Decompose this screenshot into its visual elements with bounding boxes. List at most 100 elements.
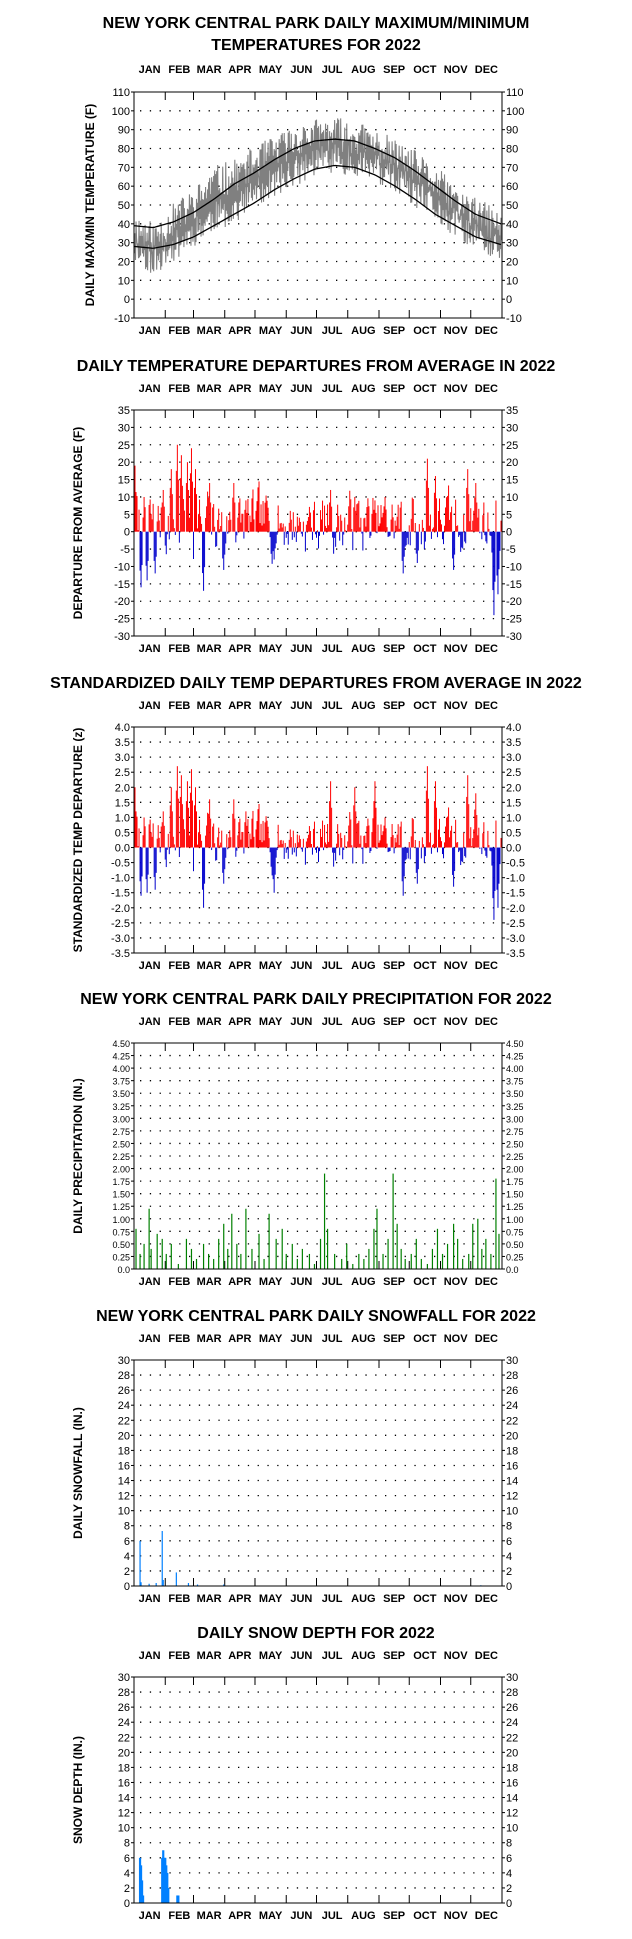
- y-tick-label-right: 22: [506, 1732, 518, 1744]
- month-label-top: MAR: [197, 383, 222, 395]
- y-tick-label-right: 18: [506, 1762, 518, 1774]
- y-tick-label-left: -5: [120, 544, 130, 556]
- y-tick-label-right: 1.50: [506, 1190, 524, 1200]
- y-tick-label-right: 1.0: [506, 812, 521, 824]
- month-label-bottom: MAY: [259, 1276, 283, 1288]
- y-tick-label-left: 30: [118, 422, 130, 434]
- month-label-top: OCT: [413, 1650, 437, 1662]
- month-label-top: MAR: [197, 1650, 222, 1662]
- y-tick-label-right: 20: [506, 1747, 518, 1759]
- y-tick-label-right: 25: [506, 440, 518, 452]
- month-label-top: APR: [228, 1650, 251, 1662]
- y-tick-label-right: 12: [506, 1808, 518, 1820]
- y-tick-label-left: 1.75: [112, 1177, 130, 1187]
- month-label-bottom: DEC: [475, 1276, 498, 1288]
- y-tick-label-right: 20: [506, 257, 518, 269]
- month-label-top: AUG: [351, 700, 375, 712]
- y-tick-label-right: 10: [506, 1506, 518, 1518]
- y-tick-label-left: 16: [118, 1460, 130, 1472]
- month-label-bottom: FEB: [168, 325, 190, 337]
- y-tick-label-left: 3.50: [112, 1089, 130, 1099]
- y-axis-label: DAILY SNOWFALL (IN.): [71, 1407, 85, 1539]
- month-label-top: NOV: [444, 1333, 469, 1345]
- y-tick-label-right: 4: [506, 1868, 512, 1880]
- month-label-top: DEC: [475, 383, 498, 395]
- y-tick-label-left: 4.50: [112, 1039, 130, 1049]
- y-tick-label-right: 6: [506, 1536, 512, 1548]
- month-label-bottom: APR: [228, 643, 251, 655]
- month-label-bottom: MAY: [259, 643, 283, 655]
- y-tick-label-right: 60: [506, 181, 518, 193]
- month-label-bottom: MAR: [197, 325, 222, 337]
- y-tick-label-right: 16: [506, 1460, 518, 1472]
- y-tick-label-right: 0: [506, 294, 512, 306]
- chart-dep: DAILY TEMPERATURE DEPARTURES FROM AVERAG…: [71, 358, 555, 655]
- month-label-bottom: AUG: [351, 325, 375, 337]
- month-label-bottom: AUG: [351, 1593, 375, 1605]
- y-tick-label-left: -2.0: [111, 903, 130, 915]
- y-tick-label-left: 80: [118, 144, 130, 156]
- month-label-bottom: MAY: [259, 1910, 283, 1922]
- month-label-bottom: MAY: [259, 325, 283, 337]
- chart-title: STANDARDIZED DAILY TEMP DEPARTURES FROM …: [50, 675, 582, 692]
- chart-title: NEW YORK CENTRAL PARK DAILY MAXIMUM/MINI…: [103, 15, 530, 32]
- month-label-top: NOV: [444, 64, 469, 76]
- y-tick-label-right: 70: [506, 162, 518, 174]
- y-tick-label-right: 26: [506, 1702, 518, 1714]
- y-tick-label-right: 18: [506, 1445, 518, 1457]
- y-tick-label-left: 26: [118, 1385, 130, 1397]
- y-tick-label-right: 8: [506, 1521, 512, 1533]
- month-label-top: JUL: [322, 64, 343, 76]
- month-label-top: OCT: [413, 64, 437, 76]
- month-label-bottom: DEC: [475, 325, 498, 337]
- y-tick-label-right: 2.0: [506, 782, 521, 794]
- y-axis-label: DAILY PRECIPITATION (IN.): [71, 1078, 85, 1234]
- y-tick-label-right: 10: [506, 275, 518, 287]
- month-label-top: MAY: [259, 1333, 283, 1345]
- y-tick-label-right: 2: [506, 1883, 512, 1895]
- y-tick-label-right: 0: [506, 1581, 512, 1593]
- y-tick-label-left: 0.25: [112, 1252, 130, 1262]
- y-tick-label-left: 15: [118, 475, 130, 487]
- month-label-bottom: NOV: [444, 325, 469, 337]
- y-tick-label-left: 16: [118, 1777, 130, 1789]
- y-tick-label-right: 1.5: [506, 797, 521, 809]
- month-label-top: FEB: [168, 1333, 190, 1345]
- y-tick-label-left: 110: [112, 87, 130, 99]
- y-tick-label-left: 22: [118, 1732, 130, 1744]
- month-label-top: AUG: [351, 64, 375, 76]
- month-label-top: MAY: [259, 64, 283, 76]
- y-tick-label-right: 30: [506, 1355, 518, 1367]
- y-tick-label-right: 0.5: [506, 827, 521, 839]
- month-label-top: DEC: [475, 1333, 498, 1345]
- month-label-bottom: AUG: [351, 1910, 375, 1922]
- month-label-bottom: JAN: [139, 1276, 161, 1288]
- y-tick-label-right: -30: [506, 631, 522, 643]
- month-label-top: MAR: [197, 64, 222, 76]
- y-tick-label-left: 4: [124, 1868, 130, 1880]
- month-label-bottom: FEB: [168, 1910, 190, 1922]
- y-tick-label-right: -2.0: [506, 903, 525, 915]
- y-tick-label-right: -1.0: [506, 873, 525, 885]
- y-tick-label-right: 4: [506, 1551, 512, 1563]
- month-label-top: DEC: [475, 1650, 498, 1662]
- y-tick-label-left: 30: [118, 1672, 130, 1684]
- y-tick-label-left: 0: [124, 1581, 130, 1593]
- y-tick-label-right: 1.25: [506, 1202, 524, 1212]
- plot-frame: [133, 1359, 503, 1587]
- month-label-bottom: NOV: [444, 643, 469, 655]
- y-tick-label-right: 15: [506, 475, 518, 487]
- chart-std: STANDARDIZED DAILY TEMP DEPARTURES FROM …: [50, 675, 582, 972]
- y-tick-label-right: 30: [506, 422, 518, 434]
- y-tick-label-right: -20: [506, 596, 522, 608]
- y-tick-label-left: 4.0: [115, 722, 130, 734]
- y-tick-label-left: 14: [118, 1793, 130, 1805]
- month-label-top: APR: [228, 64, 251, 76]
- month-label-top: FEB: [168, 64, 190, 76]
- y-tick-label-right: -25: [506, 614, 522, 626]
- y-tick-label-left: -25: [114, 614, 130, 626]
- month-label-bottom: JUN: [290, 1276, 312, 1288]
- y-tick-label-right: -15: [506, 579, 522, 591]
- month-label-bottom: JUL: [322, 643, 343, 655]
- y-tick-label-left: 4.00: [112, 1064, 130, 1074]
